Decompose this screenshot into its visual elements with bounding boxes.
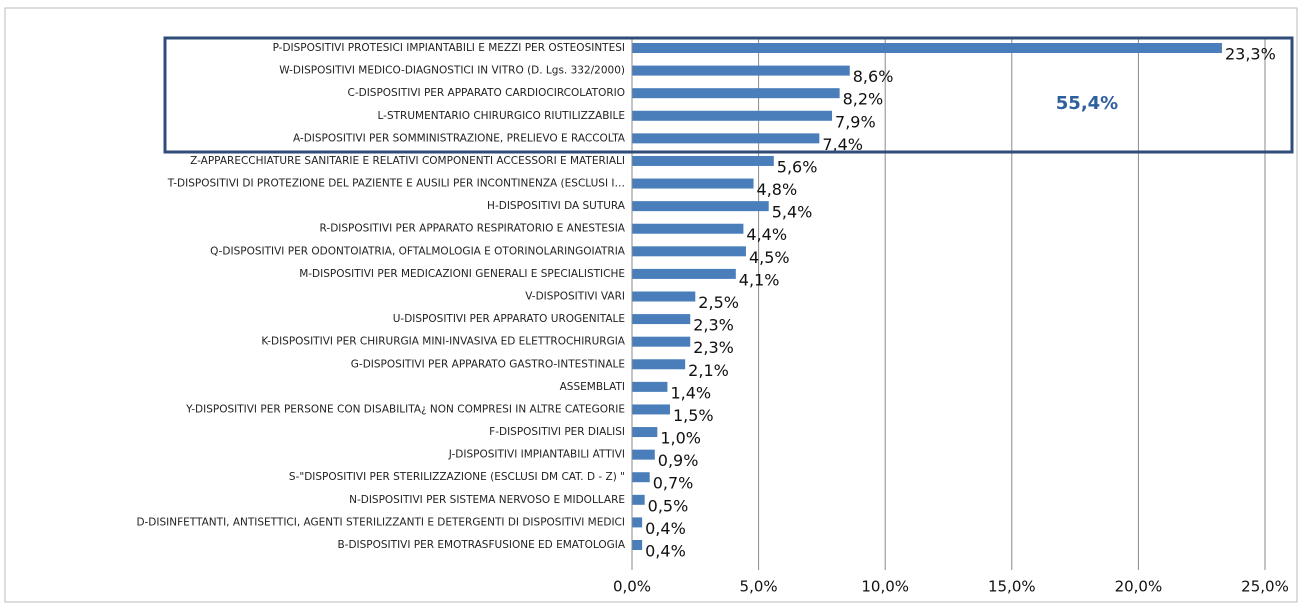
category-label: L-STRUMENTARIO CHIRURGICO RIUTILIZZABILE (378, 110, 626, 122)
bar (632, 517, 643, 528)
value-label: 8,6% (853, 67, 894, 86)
value-label: 1,5% (673, 406, 714, 425)
category-label: M-DISPOSITIVI PER MEDICAZIONI GENERALI E… (299, 268, 625, 280)
bar (632, 201, 769, 212)
value-label: 1,0% (660, 429, 701, 448)
category-label: B-DISPOSITIVI PER EMOTRASFUSIONE ED EMAT… (337, 539, 625, 551)
value-label: 8,2% (843, 90, 884, 109)
category-label: N-DISPOSITIVI PER SISTEMA NERVOSO E MIDO… (349, 494, 625, 506)
value-label: 2,1% (688, 361, 729, 380)
value-label: 0,5% (648, 496, 689, 515)
bar (632, 43, 1222, 53)
category-label: Z-APPARECCHIATURE SANITARIE E RELATIVI C… (190, 155, 625, 167)
category-label: F-DISPOSITIVI PER DIALISI (489, 426, 625, 438)
bar (632, 494, 645, 505)
value-label: 0,4% (645, 542, 686, 561)
x-tick-label: 20,0% (1115, 578, 1163, 596)
x-tick-label: 15,0% (988, 578, 1036, 596)
value-label: 4,5% (749, 248, 790, 267)
value-label: 5,6% (777, 157, 818, 176)
value-label: 0,7% (653, 474, 694, 493)
x-tick-label: 5,0% (740, 578, 778, 596)
value-label: 7,4% (822, 135, 863, 154)
value-label: 0,9% (658, 451, 699, 470)
x-tick-label: 0,0% (613, 578, 651, 596)
bar (632, 223, 744, 234)
bar (632, 268, 736, 279)
bar (632, 472, 650, 483)
value-label: 1,4% (670, 383, 711, 402)
bar (632, 155, 774, 166)
bar (632, 110, 833, 121)
x-tick-label: 25,0% (1241, 578, 1289, 596)
category-label: Q-DISPOSITIVI PER ODONTOIATRIA, OFTALMOL… (210, 245, 626, 257)
category-label: H-DISPOSITIVI DA SUTURA (487, 200, 626, 212)
category-label: J-DISPOSITIVI IMPIANTABILI ATTIVI (448, 449, 625, 461)
category-label: R-DISPOSITIVI PER APPARATO RESPIRATORIO … (320, 223, 626, 235)
value-label: 0,4% (645, 519, 686, 538)
annotation: 55,4% (1056, 93, 1118, 114)
category-label: C-DISPOSITIVI PER APPARATO CARDIOCIRCOLA… (347, 87, 625, 99)
bar (632, 291, 696, 302)
bar (632, 65, 850, 76)
value-label: 5,4% (772, 203, 813, 222)
category-label: G-DISPOSITIVI PER APPARATO GASTRO-INTEST… (351, 358, 625, 370)
category-label: D-DISINFETTANTI, ANTISETTICI, AGENTI STE… (136, 516, 625, 528)
value-label: 2,3% (693, 338, 734, 357)
bar (632, 540, 643, 550)
category-label: ASSEMBLATI (560, 381, 625, 393)
value-label: 4,4% (746, 225, 787, 244)
value-label: 2,3% (693, 316, 734, 335)
category-label: K-DISPOSITIVI PER CHIRURGIA MINI-INVASIV… (261, 336, 625, 348)
category-label: U-DISPOSITIVI PER APPARATO UROGENITALE (393, 313, 625, 325)
bar (632, 404, 670, 415)
category-label: A-DISPOSITIVI PER SOMMINISTRAZIONE, PREL… (293, 132, 626, 144)
bar (632, 381, 668, 392)
bar (632, 133, 820, 144)
category-label: V-DISPOSITIVI VARI (525, 291, 625, 303)
category-label: W-DISPOSITIVI MEDICO-DIAGNOSTICI IN VITR… (279, 65, 625, 77)
bar (632, 427, 658, 438)
bar (632, 336, 691, 347)
category-label: T-DISPOSITIVI DI PROTEZIONE DEL PAZIENTE… (167, 178, 625, 190)
bar (632, 449, 655, 460)
bar (632, 88, 840, 99)
category-label: Y-DISPOSITIVI PER PERSONE CON DISABILITA… (185, 403, 625, 415)
x-tick-label: 10,0% (861, 578, 909, 596)
category-label: S-"DISPOSITIVI PER STERILIZZAZIONE (ESCL… (289, 471, 625, 483)
bar (632, 314, 691, 325)
value-label: 2,5% (698, 293, 739, 312)
highlight-box (163, 36, 1294, 154)
value-label: 4,1% (739, 270, 780, 289)
value-label: 7,9% (835, 112, 876, 131)
bar (632, 178, 754, 189)
chart-border (4, 7, 1298, 603)
value-label: 23,3% (1225, 45, 1276, 64)
category-label: P-DISPOSITIVI PROTESICI IMPIANTABILI E M… (273, 42, 625, 54)
bar (632, 359, 686, 370)
value-label: 4,8% (757, 180, 798, 199)
bar (632, 246, 746, 257)
